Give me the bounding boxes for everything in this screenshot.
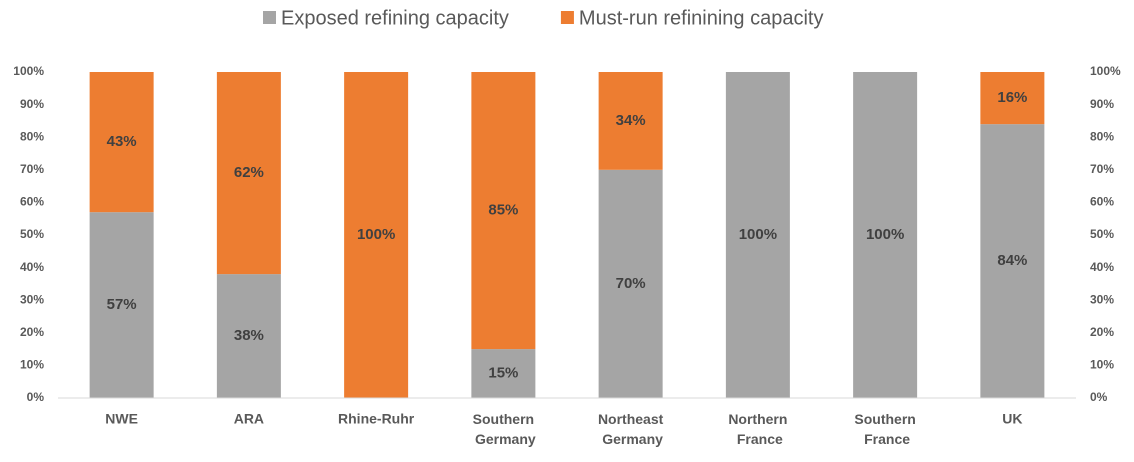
x-tick-label: Northeast Germany [598,411,664,447]
data-label: 100% [866,226,904,243]
bar-segment [471,72,536,350]
bar-segment [89,212,154,398]
y-tick-label: 80% [20,129,44,143]
y2-tick-label: 60% [1090,195,1114,209]
y-tick-label: 60% [20,195,44,209]
data-label: 85% [488,202,518,219]
y-tick-label: 70% [20,162,44,176]
data-label: 57% [107,296,137,313]
y-tick-label: 100% [13,64,44,78]
y2-tick-label: 10% [1090,358,1114,372]
bar-segment [471,349,536,398]
y2-tick-label: 70% [1090,162,1114,176]
legend-swatch [560,11,574,24]
x-tick-label: NWE [105,411,138,427]
y2-tick-label: 100% [1090,64,1121,78]
x-tick-label: ARA [234,411,264,427]
x-tick-label: Southern Germany [471,411,536,447]
bar-segment [344,72,409,398]
data-label: 38% [234,327,264,344]
bar-segment [598,169,663,398]
plot-area [89,72,1045,398]
data-label: 70% [616,275,646,292]
y2-tick-label: 90% [1090,97,1114,111]
data-label: 62% [234,164,264,181]
y-tick-label: 90% [20,97,44,111]
data-label: 43% [107,133,137,150]
bar-segment [725,72,790,398]
bar-segment [980,124,1045,398]
data-label: 15% [488,365,518,382]
data-label: 34% [616,112,646,129]
y2-tick-label: 40% [1090,260,1114,274]
y2-tick-label: 80% [1090,129,1114,143]
y-tick-label: 50% [20,227,44,241]
bar-segment [598,72,663,170]
data-label: 100% [739,226,777,243]
y2-tick-label: 30% [1090,292,1114,306]
data-label: 16% [997,89,1027,106]
bar-segment [980,72,1045,125]
data-label: 100% [357,226,395,243]
y2-tick-label: 50% [1090,227,1114,241]
bar-segment [89,72,154,213]
data-label: 84% [997,252,1027,269]
legend-label: Must-run refinining capacity [579,7,824,29]
legend-label: Exposed refining capacity [281,7,509,29]
y-tick-label: 30% [20,292,44,306]
y-tick-label: 0% [27,390,45,404]
y-tick-label: 10% [20,358,44,372]
y-tick-label: 20% [20,325,44,339]
x-tick-label: UK [1002,411,1022,427]
x-tick-label: Northern France [728,411,787,447]
x-tick-label: Rhine-Ruhr [338,411,415,427]
y2-tick-label: 20% [1090,325,1114,339]
bar-segment [853,72,918,398]
bar-segment [216,72,281,275]
y2-tick-label: 0% [1090,390,1108,404]
legend-swatch [263,11,276,24]
bar-segment [216,274,281,398]
y-tick-label: 40% [20,260,44,274]
x-tick-label: Southern France [854,411,915,447]
